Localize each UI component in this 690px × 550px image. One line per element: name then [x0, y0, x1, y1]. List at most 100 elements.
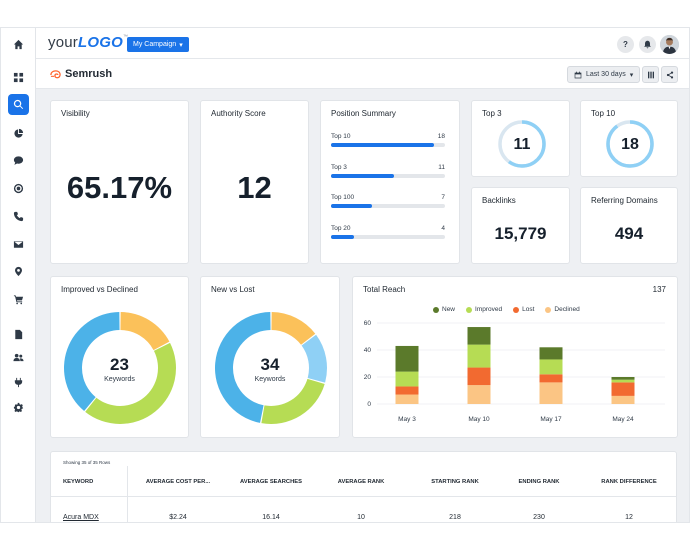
campaign-dropdown-button[interactable]: My Campaign ▾ — [127, 37, 189, 52]
table-cell: 10 — [357, 514, 365, 521]
chat-icon[interactable] — [8, 150, 29, 171]
position-row-fill — [331, 235, 354, 239]
column-divider — [127, 466, 128, 522]
visibility-value: 65.17% — [66, 170, 173, 205]
bar-segment[interactable] — [395, 386, 419, 395]
column-header-average-rank[interactable]: AVERAGE RANK — [337, 479, 385, 485]
bar-segment[interactable] — [539, 374, 563, 383]
bar-segment[interactable] — [395, 345, 419, 372]
keyword-link[interactable]: Acura MDX — [63, 514, 99, 521]
legend-swatch — [513, 306, 520, 313]
column-header-ending-rank[interactable]: ENDING RANK — [518, 479, 560, 485]
backlinks-card: Backlinks 15,779 — [471, 187, 570, 264]
calendar-icon — [574, 71, 582, 78]
new-vs-lost-center-label: Keywords — [254, 376, 286, 383]
donut-segment — [261, 378, 325, 424]
phone-icon[interactable] — [8, 206, 29, 227]
column-header-average-searches[interactable]: AVERAGE SEARCHES — [239, 479, 303, 485]
location-pin-icon[interactable] — [8, 261, 29, 282]
improved-vs-declined-title: Improved vs Declined — [61, 285, 138, 294]
bell-icon — [644, 40, 651, 49]
top3-title: Top 3 — [482, 109, 502, 118]
share-icon — [666, 71, 673, 78]
help-icon: ? — [623, 40, 628, 49]
bar-segment[interactable] — [467, 327, 491, 345]
table-caption: Showing 35 of 35 Rows — [63, 460, 111, 465]
keywords-table: Showing 35 of 35 Rows KEYWORD AVERAGE CO… — [50, 451, 677, 522]
improved-vs-declined-center-label: Keywords — [104, 376, 135, 383]
top3-card: Top 3 11 — [471, 100, 570, 177]
legend-swatch — [466, 306, 473, 313]
gear-icon[interactable] — [8, 397, 29, 418]
position-row-label: Top 10 — [331, 133, 351, 140]
bar-segment[interactable] — [395, 371, 419, 387]
bar-segment[interactable] — [539, 347, 563, 360]
legend-item[interactable]: Improved — [466, 306, 502, 313]
column-header-starting-rank[interactable]: STARTING RANK — [431, 479, 479, 485]
visibility-title: Visibility — [61, 109, 90, 118]
app-frame: yourLOGO™ My Campaign ▾ ? Semrush Last 30… — [0, 27, 690, 523]
legend-swatch — [545, 306, 552, 313]
column-header-average-cost[interactable]: AVERAGE COST PER... — [145, 479, 211, 485]
pie-chart-icon[interactable] — [8, 123, 29, 144]
position-row-label: Top 20 — [331, 225, 351, 232]
logo[interactable]: yourLOGO™ — [48, 34, 129, 51]
top10-card: Top 10 18 — [580, 100, 678, 177]
dashboard-icon[interactable] — [8, 67, 29, 88]
position-row-fill — [331, 143, 434, 147]
home-icon[interactable] — [8, 34, 29, 55]
authority-score-card: Authority Score 12 — [200, 100, 309, 264]
top10-value: 18 — [621, 136, 639, 153]
bar-segment[interactable] — [611, 379, 635, 383]
help-button[interactable]: ? — [617, 36, 634, 53]
columns-button[interactable] — [642, 66, 659, 83]
share-button[interactable] — [661, 66, 678, 83]
bell-button[interactable] — [639, 36, 656, 53]
bar-segment[interactable] — [467, 385, 491, 404]
table-cell: 16.14 — [262, 514, 280, 521]
top3-ring — [498, 120, 546, 168]
ring-progress — [498, 120, 546, 168]
y-tick-label: 60 — [364, 320, 372, 327]
user-avatar[interactable] — [660, 35, 679, 54]
bar-segment[interactable] — [611, 395, 635, 404]
cart-icon[interactable] — [8, 289, 29, 310]
search-icon[interactable] — [8, 94, 29, 115]
referring-domains-card: Referring Domains 494 — [580, 187, 678, 264]
bar-segment[interactable] — [539, 359, 563, 375]
referring-domains-title: Referring Domains — [591, 196, 658, 205]
bar-segment[interactable] — [611, 382, 635, 396]
plug-icon[interactable] — [8, 372, 29, 393]
bar-segment[interactable] — [467, 344, 491, 368]
bar-segment[interactable] — [539, 382, 563, 404]
date-range-dropdown[interactable]: Last 30 days ▾ — [567, 66, 641, 83]
top3-value: 11 — [513, 136, 531, 153]
target-icon[interactable] — [8, 178, 29, 199]
table-cell: $2.24 — [169, 514, 187, 521]
bar-segment[interactable] — [467, 367, 491, 386]
top-bar: yourLOGO™ My Campaign ▾ ? — [36, 28, 689, 59]
total-reach-card: Total Reach 137 New Improved Lost Declin… — [352, 276, 678, 438]
legend-item[interactable]: New — [433, 306, 455, 313]
sub-bar: Semrush Last 30 days ▾ — [36, 59, 689, 89]
table-cell: 12 — [625, 514, 633, 521]
bar-segment[interactable] — [611, 377, 635, 380]
row-divider — [51, 496, 676, 497]
mail-icon[interactable] — [8, 234, 29, 255]
y-tick-label: 20 — [364, 374, 372, 381]
legend-label: Improved — [475, 306, 503, 313]
bar-segment[interactable] — [395, 394, 419, 404]
position-row-value: 4 — [441, 225, 445, 232]
backlinks-value: 15,779 — [494, 224, 547, 243]
donut-segment — [120, 312, 170, 351]
position-summary-card: Position Summary Top 10 18 Top 3 11 Top … — [320, 100, 460, 264]
users-icon[interactable] — [8, 347, 29, 368]
column-header-rank-difference[interactable]: RANK DIFFERENCE — [601, 479, 657, 485]
legend-item[interactable]: Declined — [545, 306, 580, 313]
legend-item[interactable]: Lost — [513, 306, 534, 313]
table-cell: 218 — [449, 514, 461, 521]
donut-segment — [63, 312, 120, 412]
column-header-keyword[interactable]: KEYWORD — [63, 479, 94, 485]
document-icon[interactable] — [8, 324, 29, 345]
legend-label: Lost — [522, 306, 535, 313]
